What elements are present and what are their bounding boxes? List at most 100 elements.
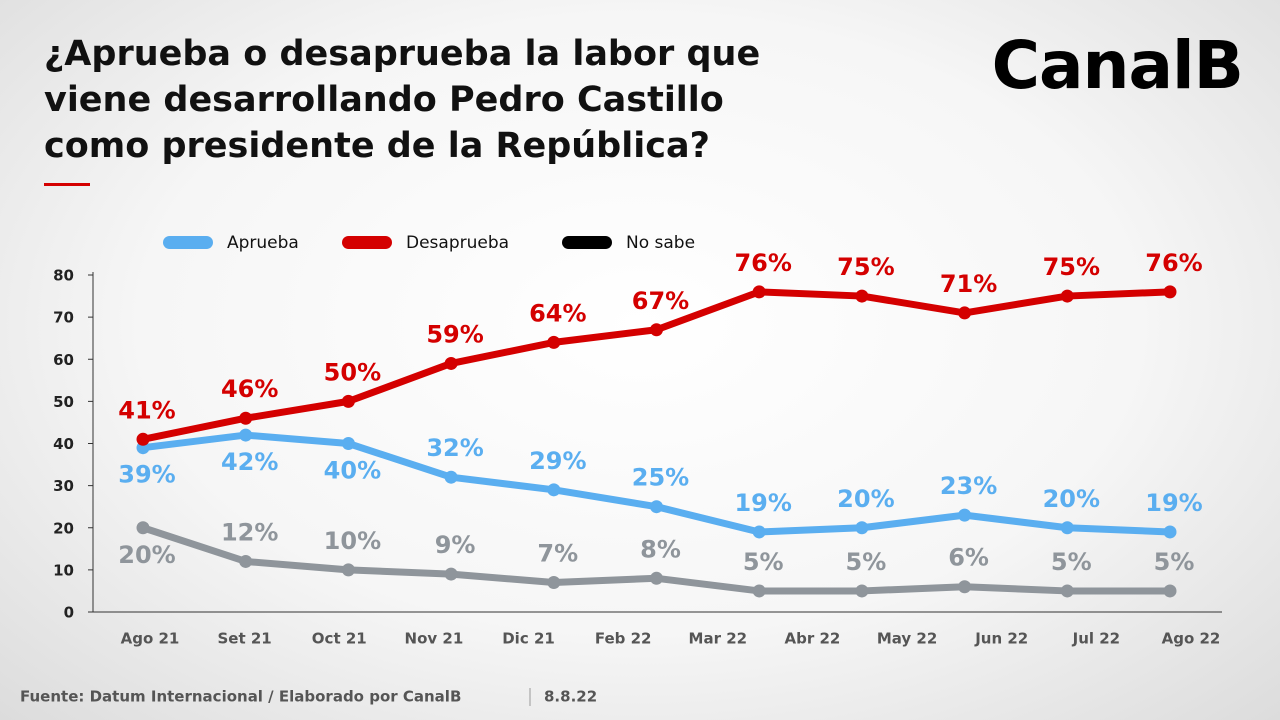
x-tick-label: Jul 22	[1072, 630, 1121, 648]
point	[341, 394, 355, 408]
legend-label: Aprueba	[227, 233, 299, 253]
point	[855, 584, 869, 598]
data-label: 42%	[221, 448, 278, 476]
data-label: 12%	[221, 518, 278, 546]
point	[547, 576, 561, 590]
data-label: 64%	[529, 299, 586, 327]
point	[855, 521, 869, 535]
point	[1060, 584, 1074, 598]
title-underline	[44, 183, 90, 186]
y-tick-label: 0	[64, 604, 74, 622]
point	[752, 584, 766, 598]
date: 8.8.22	[544, 688, 597, 706]
point	[1163, 525, 1177, 539]
point	[136, 432, 150, 446]
point	[958, 580, 972, 594]
data-label: 8%	[640, 535, 681, 563]
x-tick-label: Feb 22	[595, 630, 652, 648]
title-line: ¿Aprueba o desaprueba la labor que	[44, 34, 760, 74]
data-label: 67%	[632, 287, 689, 315]
y-tick-label: 60	[53, 351, 74, 369]
y-tick-label: 70	[53, 309, 74, 327]
data-label: 59%	[426, 320, 483, 348]
point	[136, 521, 150, 535]
x-tick-label: Ago 22	[1162, 630, 1221, 648]
x-tick-label: Set 21	[218, 630, 272, 648]
point	[1163, 285, 1177, 299]
data-label: 41%	[118, 396, 175, 424]
point	[239, 554, 253, 568]
data-label: 5%	[846, 548, 887, 576]
data-label: 23%	[940, 472, 997, 500]
data-label: 76%	[734, 249, 791, 277]
data-label: 5%	[1051, 548, 1092, 576]
legend-swatch	[342, 236, 392, 249]
point	[1163, 584, 1177, 598]
point	[650, 323, 663, 337]
point	[239, 411, 253, 425]
point	[752, 525, 766, 539]
x-tick-label: Jun 22	[974, 630, 1028, 648]
y-tick-label: 20	[53, 519, 74, 537]
point	[958, 508, 972, 522]
data-label: 75%	[837, 253, 894, 281]
x-tick-label: Nov 21	[405, 630, 464, 648]
brand-logo: CanalB	[992, 27, 1243, 104]
y-tick-label: 80	[53, 267, 74, 285]
data-label: 20%	[837, 485, 894, 513]
y-tick-label: 30	[53, 477, 74, 495]
point	[341, 437, 355, 450]
title-line: viene desarrollando Pedro Castillo	[44, 80, 724, 120]
data-label: 32%	[426, 434, 483, 462]
y-tick-label: 40	[53, 435, 74, 453]
source: Fuente: Datum Internacional / Elaborado …	[20, 688, 461, 706]
data-label: 10%	[324, 527, 381, 555]
data-label: 5%	[743, 548, 784, 576]
point	[650, 500, 663, 514]
data-label: 76%	[1145, 249, 1202, 277]
data-label: 40%	[324, 457, 381, 485]
legend-label: No sabe	[626, 233, 695, 253]
data-label: 46%	[221, 375, 278, 403]
point	[958, 306, 972, 320]
data-label: 25%	[632, 464, 689, 492]
point	[547, 335, 561, 349]
legend-label: Desaprueba	[406, 233, 509, 253]
data-label: 7%	[537, 540, 578, 568]
data-label: 71%	[940, 270, 997, 298]
point	[444, 470, 458, 484]
data-label: 6%	[948, 544, 989, 572]
point	[752, 285, 766, 299]
y-tick-label: 10	[53, 561, 74, 579]
data-label: 29%	[529, 447, 586, 475]
x-tick-label: Ago 21	[121, 630, 180, 648]
legend-swatch	[163, 236, 213, 249]
x-tick-label: May 22	[877, 630, 937, 648]
title-line: como presidente de la República?	[44, 126, 710, 166]
point	[444, 356, 458, 370]
data-label: 9%	[435, 531, 476, 559]
point	[855, 289, 869, 303]
x-tick-label: Abr 22	[785, 630, 841, 648]
x-tick-label: Oct 21	[312, 630, 367, 648]
data-label: 39%	[118, 461, 175, 489]
point	[547, 483, 561, 497]
point	[239, 428, 253, 442]
data-label: 75%	[1043, 253, 1100, 281]
data-label: 20%	[118, 541, 175, 569]
point	[341, 563, 355, 577]
data-label: 50%	[324, 358, 381, 386]
data-label: 19%	[1145, 489, 1202, 517]
x-tick-label: Mar 22	[689, 630, 748, 648]
legend-swatch	[562, 236, 612, 249]
x-tick-label: Dic 21	[502, 630, 555, 648]
point	[1060, 289, 1074, 303]
point	[444, 567, 458, 581]
data-label: 5%	[1154, 548, 1195, 576]
data-label: 20%	[1043, 485, 1100, 513]
point	[1060, 521, 1074, 535]
y-tick-label: 50	[53, 393, 74, 411]
point	[650, 571, 663, 585]
data-label: 19%	[734, 489, 791, 517]
